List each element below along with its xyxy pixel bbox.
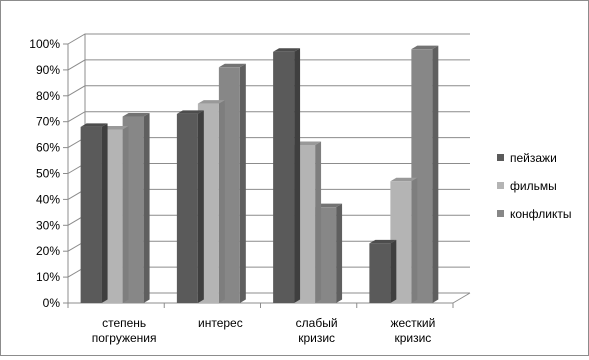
bar-front xyxy=(369,243,391,303)
bar-side xyxy=(390,239,397,303)
y-tick-label: 70% xyxy=(36,115,60,129)
x-category-label: степень погружения xyxy=(92,316,157,345)
bar-top xyxy=(197,100,225,104)
bar-top xyxy=(176,110,204,114)
y-tick-label: 30% xyxy=(36,218,60,232)
bar-0-2 xyxy=(273,48,301,303)
bar-0-0 xyxy=(80,123,108,303)
bar-front xyxy=(176,113,198,304)
bar-side xyxy=(411,177,418,303)
legend-swatch xyxy=(497,154,504,161)
gridline xyxy=(67,85,470,97)
y-axis-tick-labels: 0% 10% 20% 30% 40% 50% 60% 70% 80% 90% 100% xyxy=(29,37,60,310)
legend-label: пейзажи xyxy=(510,151,557,165)
x-category-label: слабый кризис xyxy=(296,316,338,345)
y-tick-label: 60% xyxy=(36,141,60,155)
bar-top xyxy=(315,203,343,208)
y-tick-label: 50% xyxy=(36,167,60,181)
legend-label: конфликты xyxy=(510,207,572,221)
x-axis-category-labels: степень погружения интерес слабый кризис жест… xyxy=(92,316,436,345)
bar-side xyxy=(218,100,225,303)
bar-side xyxy=(432,45,439,304)
legend-swatch xyxy=(497,182,504,189)
y-tick-label: 90% xyxy=(36,63,60,77)
bar-top xyxy=(390,177,418,182)
y-tick-label: 10% xyxy=(36,270,60,284)
gridline xyxy=(67,33,470,45)
gridline xyxy=(67,59,470,71)
bar-top xyxy=(273,48,301,52)
bar-side xyxy=(315,141,322,303)
y-tick-label: 0% xyxy=(43,296,61,310)
legend-swatch xyxy=(497,210,504,217)
bar-front xyxy=(273,51,295,303)
bar-0-3 xyxy=(369,239,397,303)
x-category-label: интерес xyxy=(198,316,243,330)
bar-top xyxy=(411,45,439,50)
bar-top xyxy=(369,239,397,244)
floor-right-edge xyxy=(452,292,471,304)
y-tick-label: 40% xyxy=(36,192,60,206)
bar-top xyxy=(101,125,129,130)
bar-front xyxy=(80,126,102,303)
bar-side xyxy=(101,123,108,303)
y-tick-label: 100% xyxy=(29,37,60,51)
bar-side xyxy=(143,113,150,304)
bar-side xyxy=(197,110,204,304)
x-category-label: жесткий кризис xyxy=(390,316,435,345)
bar-top xyxy=(122,113,150,117)
bar-side xyxy=(294,48,301,303)
y-tick-label: 20% xyxy=(36,244,60,258)
bar-side xyxy=(336,203,343,303)
bar-side xyxy=(122,125,129,303)
bar-side xyxy=(239,63,246,304)
bar-top xyxy=(218,63,246,68)
bar-0-1 xyxy=(176,110,204,304)
legend-label: фильмы xyxy=(510,179,557,193)
bar-chart: 0% 10% 20% 30% 40% 50% 60% 70% 80% 90% 100% степен… xyxy=(29,33,572,345)
bar-top xyxy=(80,123,108,127)
y-tick-label: 80% xyxy=(36,89,60,103)
legend: пейзажи фильмы конфликты xyxy=(497,151,572,221)
bars-layer xyxy=(80,45,439,304)
bar-top xyxy=(294,141,322,146)
